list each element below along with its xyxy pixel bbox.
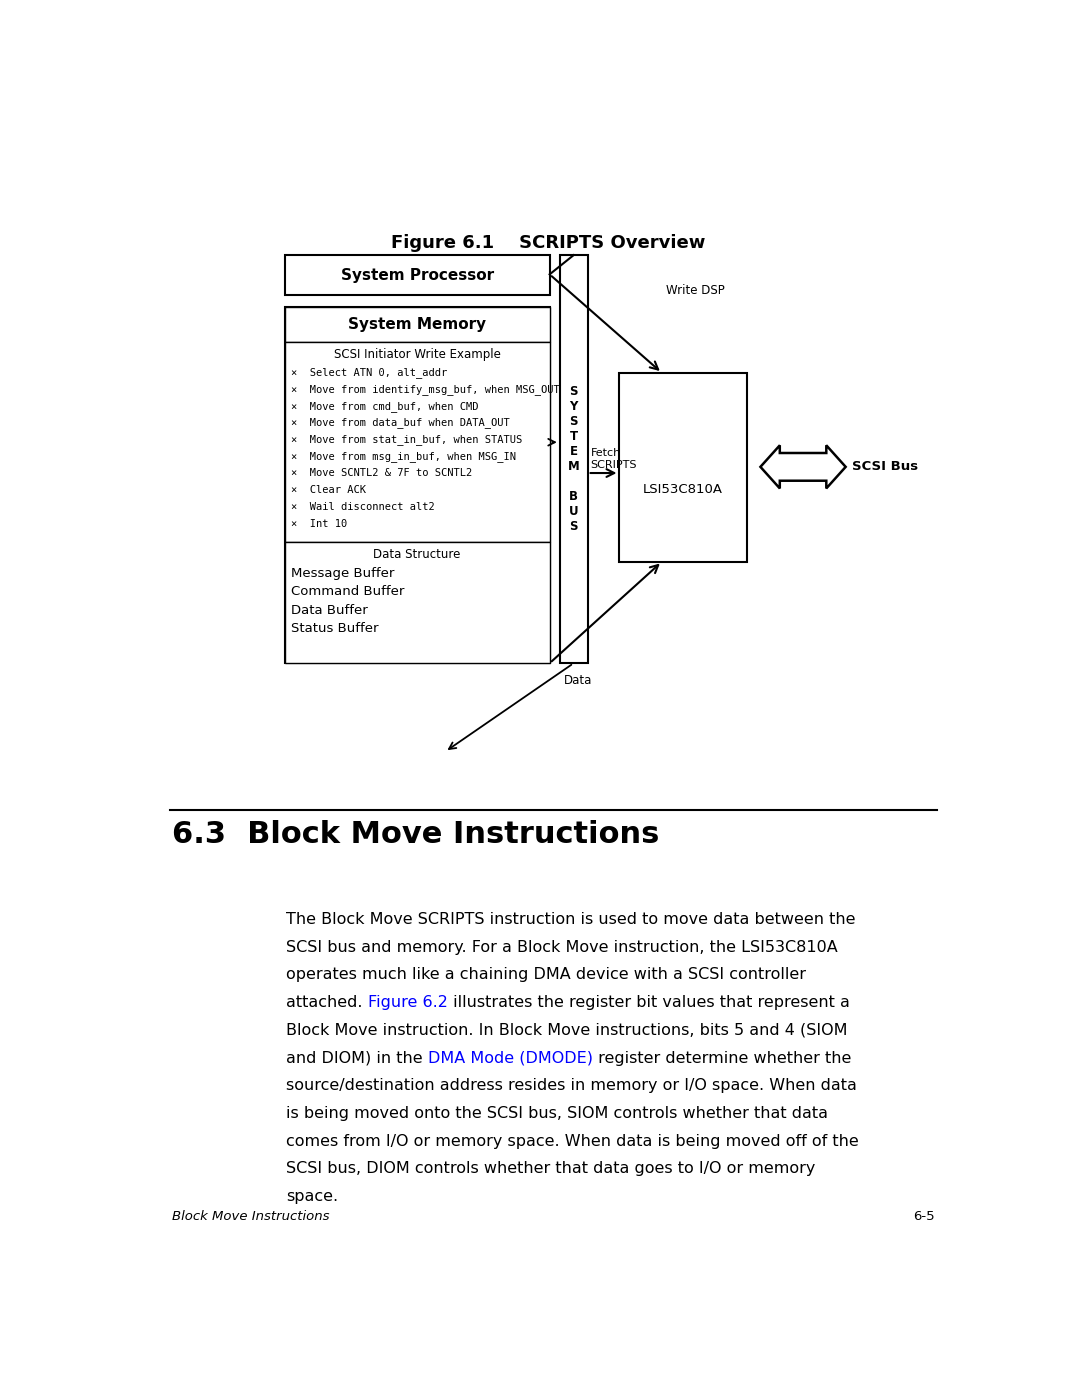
Text: DMA Mode (DMODE): DMA Mode (DMODE)	[428, 1051, 593, 1066]
Text: Block Move instruction. In Block Move instructions, bits 5 and 4 (SIOM: Block Move instruction. In Block Move in…	[286, 1023, 848, 1038]
Text: ×  Move from data_buf when DATA_OUT: × Move from data_buf when DATA_OUT	[291, 418, 510, 429]
Bar	[284, 543, 550, 663]
Text: Block Move Instructions: Block Move Instructions	[172, 1210, 329, 1223]
Text: register determine whether the: register determine whether the	[593, 1051, 851, 1066]
Text: comes from I/O or memory space. When data is being moved off of the: comes from I/O or memory space. When dat…	[286, 1134, 859, 1149]
Text: The Block Move SCRIPTS instruction is used to move data between the: The Block Move SCRIPTS instruction is us…	[286, 912, 855, 927]
Text: space.: space.	[286, 1190, 338, 1205]
Text: ×  Move SCNTL2 & 7F to SCNTL2: × Move SCNTL2 & 7F to SCNTL2	[291, 468, 472, 479]
Text: 6.3  Block Move Instructions: 6.3 Block Move Instructions	[172, 819, 660, 848]
Text: Figure 6.2: Figure 6.2	[368, 995, 447, 1010]
Text: is being moved onto the SCSI bus, SIOM controls whether that data: is being moved onto the SCSI bus, SIOM c…	[286, 1106, 828, 1122]
Polygon shape	[760, 446, 846, 489]
Text: illustrates the register bit values that represent a: illustrates the register bit values that…	[447, 995, 850, 1010]
Text: ×  Move from stat_in_buf, when STATUS: × Move from stat_in_buf, when STATUS	[291, 434, 522, 446]
Bar	[284, 255, 550, 296]
Text: SCSI bus, DIOM controls whether that data goes to I/O or memory: SCSI bus, DIOM controls whether that dat…	[286, 1162, 815, 1177]
Text: S
Y
S
T
E
M
 
B
U
S: S Y S T E M B U S	[568, 384, 580, 533]
Text: Write DSP: Write DSP	[666, 283, 725, 297]
Text: LSI53C810A: LSI53C810A	[643, 483, 723, 497]
Text: System Processor: System Processor	[340, 268, 494, 283]
Bar	[619, 373, 747, 562]
Text: 6-5: 6-5	[914, 1210, 935, 1223]
Bar	[284, 341, 550, 543]
Text: operates much like a chaining DMA device with a SCSI controller: operates much like a chaining DMA device…	[286, 967, 806, 983]
Text: Data Structure: Data Structure	[374, 548, 461, 562]
Text: SCSI Bus: SCSI Bus	[852, 461, 918, 473]
Text: ×  Clear ACK: × Clear ACK	[291, 486, 366, 496]
Text: ×  Move from msg_in_buf, when MSG_IN: × Move from msg_in_buf, when MSG_IN	[291, 451, 516, 462]
Bar	[284, 307, 550, 663]
Text: Data: Data	[564, 675, 592, 687]
Text: ×  Wail disconnect alt2: × Wail disconnect alt2	[291, 502, 434, 512]
Text: Fetch
SCRIPTS: Fetch SCRIPTS	[591, 448, 637, 471]
Text: SCSI Initiator Write Example: SCSI Initiator Write Example	[334, 348, 500, 361]
Text: Message Buffer: Message Buffer	[291, 566, 394, 580]
Text: SCSI bus and memory. For a Block Move instruction, the LSI53C810A: SCSI bus and memory. For a Block Move in…	[286, 940, 838, 955]
Text: ×  Move from cmd_buf, when CMD: × Move from cmd_buf, when CMD	[291, 401, 478, 412]
Text: source/destination address resides in memory or I/O space. When data: source/destination address resides in me…	[286, 1078, 858, 1094]
Text: ×  Int 10: × Int 10	[291, 519, 347, 529]
Text: ×  Move from identify_msg_buf, when MSG_OUT: × Move from identify_msg_buf, when MSG_O…	[291, 383, 559, 394]
Text: Data Buffer: Data Buffer	[291, 604, 367, 616]
Text: Command Buffer: Command Buffer	[291, 586, 404, 598]
Text: ×  Select ATN 0, alt_addr: × Select ATN 0, alt_addr	[291, 366, 447, 378]
Bar	[284, 307, 550, 341]
Text: and DIOM) in the: and DIOM) in the	[286, 1051, 428, 1066]
Text: attached.: attached.	[286, 995, 368, 1010]
Text: Figure 6.1    SCRIPTS Overview: Figure 6.1 SCRIPTS Overview	[391, 235, 705, 253]
Text: System Memory: System Memory	[348, 316, 486, 332]
Text: Status Buffer: Status Buffer	[291, 622, 378, 636]
Bar	[559, 255, 588, 663]
